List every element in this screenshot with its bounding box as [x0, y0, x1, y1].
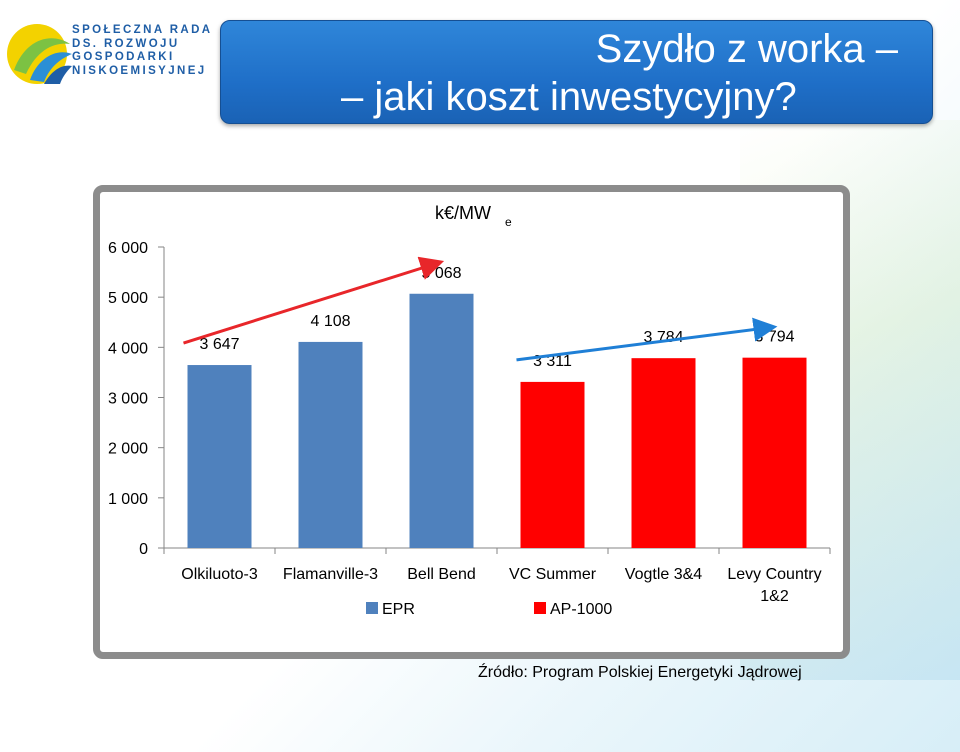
data-label: 3 647	[199, 336, 239, 353]
y-tick-label: 3 000	[108, 391, 148, 408]
x-tick-label: Levy Country	[727, 566, 821, 583]
title-line-2: – jaki koszt inwestycyjny?	[341, 75, 797, 119]
logo-emblem	[7, 24, 72, 84]
x-tick-label: 1&2	[760, 588, 789, 605]
trend-arrow	[516, 317, 778, 362]
bar	[742, 357, 807, 548]
title-banner: Szydło z worka – – jaki koszt inwestycyj…	[220, 20, 933, 124]
title-line-1: Szydło z worka –	[595, 27, 898, 71]
y-tick-label: 0	[139, 541, 148, 558]
x-tick-label: Flamanville-3	[283, 566, 378, 583]
legend-label: AP-1000	[550, 601, 612, 618]
logo-line: DS. ROZWOJU	[72, 37, 180, 50]
x-tick-label: Bell Bend	[407, 566, 476, 583]
legend-swatch	[366, 602, 378, 614]
bar	[631, 358, 696, 548]
y-tick-label: 5 000	[108, 290, 148, 307]
data-label: 3 794	[754, 329, 794, 346]
y-tick-label: 2 000	[108, 441, 148, 458]
bar	[298, 341, 363, 548]
x-tick-label: Vogtle 3&4	[625, 566, 703, 583]
bar	[409, 293, 474, 548]
unit-subscript: e	[505, 215, 512, 229]
logo-text: SPOŁECZNA RADA DS. ROZWOJU GOSPODARKI NI…	[72, 24, 213, 78]
legend-swatch	[534, 602, 546, 614]
x-tick-label: VC Summer	[509, 566, 597, 583]
y-tick-label: 4 000	[108, 340, 148, 357]
x-tick-label: Olkiluoto-3	[181, 566, 258, 583]
source-note: Źródło: Program Polskiej Energetyki Jądr…	[478, 664, 802, 681]
y-tick-label: 1 000	[108, 491, 148, 508]
logo-line: SPOŁECZNA RADA	[72, 24, 213, 36]
legend-label: EPR	[382, 601, 415, 618]
unit-label: k€/MW	[435, 203, 491, 223]
bar	[520, 381, 585, 548]
logo-line: NISKOEMISYJNEJ	[72, 64, 207, 77]
trend-arrow	[183, 256, 445, 345]
bar	[187, 365, 252, 548]
logo-line: GOSPODARKI	[72, 51, 175, 63]
y-tick-label: 6 000	[108, 240, 148, 257]
data-label: 4 108	[310, 313, 350, 330]
